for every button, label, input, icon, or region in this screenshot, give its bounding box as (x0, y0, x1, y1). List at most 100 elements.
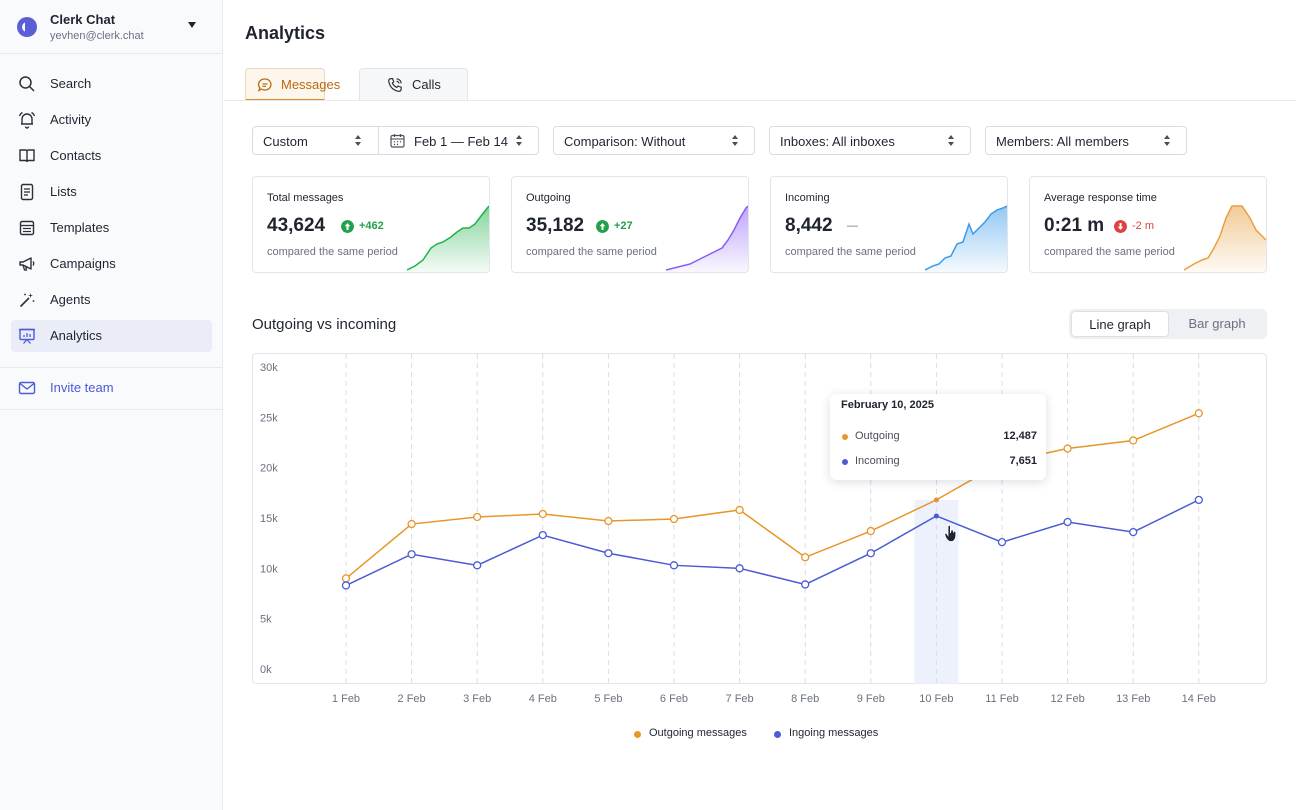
section-title: Outgoing vs incoming (252, 316, 397, 333)
sidebar-divider (0, 367, 222, 368)
sidebar: Clerk Chat yevhen@clerk.chat Search Acti… (0, 0, 223, 810)
range-preset-select[interactable]: Custom (253, 127, 378, 154)
sparkline-outgoing (666, 205, 748, 272)
x-tick-label: 14 Feb (1182, 693, 1216, 705)
x-tick-label: 10 Feb (919, 693, 953, 705)
tab-messages[interactable]: Messages (245, 68, 340, 101)
sidebar-item-analytics[interactable]: Analytics (11, 320, 212, 352)
data-point (866, 526, 875, 536)
members-select[interactable]: Members: All members (985, 126, 1187, 155)
updown-chevron-icon (948, 135, 955, 147)
y-tick-label: 10k (260, 563, 278, 575)
data-point (538, 509, 547, 519)
stat-card-average-response-time: Average response time 0:21 m -2 m compar… (1029, 176, 1267, 273)
series-line-outgoing (345, 412, 1200, 579)
chat-bubble-icon (257, 78, 272, 92)
data-point (1194, 409, 1203, 418)
data-point (801, 580, 810, 589)
invite-team-label: Invite team (50, 380, 114, 395)
date-range-picker[interactable]: Feb 1 — Feb 14 (379, 127, 538, 154)
card-comparison: compared the same period (267, 246, 398, 258)
data-point-active (933, 513, 939, 519)
legend-dot (774, 731, 781, 738)
sparkline-total-messages (407, 205, 489, 272)
account-name: Clerk Chat (50, 12, 116, 27)
bell-icon (18, 111, 36, 129)
line-graph-button[interactable]: Line graph (1071, 311, 1169, 337)
x-tick-label: 2 Feb (398, 693, 426, 705)
y-tick-label: 5k (260, 614, 272, 626)
sidebar-item-label: Activity (50, 112, 92, 127)
data-point (997, 538, 1007, 547)
data-point (341, 581, 351, 590)
date-range-value: Feb 1 — Feb 14 (414, 134, 508, 149)
arrow-up-circle-icon (596, 220, 609, 233)
tooltip-series-value: 12,487 (1003, 430, 1037, 442)
comparison-select[interactable]: Comparison: Without (553, 126, 755, 155)
sidebar-item-label: Search (50, 76, 92, 91)
comparison-value: Comparison: Without (564, 134, 686, 149)
data-point (538, 530, 547, 540)
tab-calls[interactable]: Calls (359, 68, 468, 101)
account-email: yevhen@clerk.chat (50, 30, 144, 42)
card-value: 43,624 (267, 215, 326, 236)
members-value: Members: All members (996, 134, 1129, 149)
card-title: Total messages (267, 192, 344, 204)
tooltip-row-incoming: Incoming 7,651 (841, 454, 1037, 470)
data-point (473, 512, 482, 522)
tooltip-series-name: Outgoing (855, 430, 900, 442)
updown-chevron-icon (732, 135, 739, 147)
data-point (1129, 436, 1138, 445)
data-point (1063, 444, 1072, 453)
stat-card-incoming: Incoming 8,442 — compared the same perio… (770, 176, 1008, 273)
sidebar-item-search[interactable]: Search (11, 68, 212, 100)
sidebar-item-label: Templates (50, 220, 110, 235)
tab-label: Calls (412, 77, 441, 92)
card-value: 8,442 (785, 215, 833, 236)
invite-team-button[interactable]: Invite team (11, 372, 212, 404)
main-content: Analytics Messages Calls Custom Feb 1 — … (224, 0, 1296, 810)
tabs-divider (224, 100, 1296, 101)
legend-dot (634, 731, 641, 738)
x-tick-label: 9 Feb (857, 693, 885, 705)
sidebar-item-templates[interactable]: Templates (11, 212, 212, 244)
sidebar-item-contacts[interactable]: Contacts (11, 140, 212, 172)
x-tick-label: 3 Feb (463, 693, 491, 705)
incoming-dot (842, 459, 848, 465)
sparkline-average-response-time (1184, 205, 1266, 272)
sidebar-item-lists[interactable]: Lists (11, 176, 212, 208)
data-point (735, 564, 744, 573)
bar-graph-button[interactable]: Bar graph (1188, 316, 1246, 331)
y-tick-label: 20k (260, 463, 278, 475)
x-tick-label: 13 Feb (1116, 693, 1150, 705)
account-switcher[interactable]: Clerk Chat yevhen@clerk.chat (0, 0, 222, 54)
sidebar-item-campaigns[interactable]: Campaigns (11, 248, 212, 280)
sidebar-item-agents[interactable]: Agents (11, 284, 212, 316)
data-point (1194, 495, 1203, 505)
updown-chevron-icon (355, 135, 362, 147)
sidebar-item-activity[interactable]: Activity (11, 104, 212, 136)
x-tick-label: 8 Feb (791, 693, 819, 705)
clerk-chat-logo-icon (17, 17, 37, 37)
data-point-active (933, 497, 939, 503)
card-comparison: compared the same period (526, 246, 657, 258)
line-chart[interactable]: 0k 5k 10k 15k 20k 25k 30k 1 Feb 2 Feb 3 Feb 4 Feb 5… (224, 340, 1296, 720)
x-tick-label: 1 Feb (332, 693, 360, 705)
x-tick-label: 4 Feb (529, 693, 557, 705)
tooltip-series-name: Incoming (855, 455, 900, 467)
magic-wand-icon (19, 293, 35, 308)
chart-frame (252, 353, 1267, 684)
templates-icon (19, 220, 35, 236)
tooltip-date: February 10, 2025 (841, 399, 934, 411)
card-title: Outgoing (526, 192, 571, 204)
inboxes-select[interactable]: Inboxes: All inboxes (769, 126, 971, 155)
caret-down-icon[interactable] (188, 22, 196, 28)
legend-label: Ingoing messages (789, 727, 879, 739)
tooltip-series-value: 7,651 (1009, 455, 1037, 467)
y-tick-label: 15k (260, 513, 278, 525)
data-point (604, 549, 613, 558)
data-point (866, 549, 875, 558)
inboxes-value: Inboxes: All inboxes (780, 134, 895, 149)
data-point (407, 519, 416, 529)
x-tick-label: 7 Feb (726, 693, 754, 705)
